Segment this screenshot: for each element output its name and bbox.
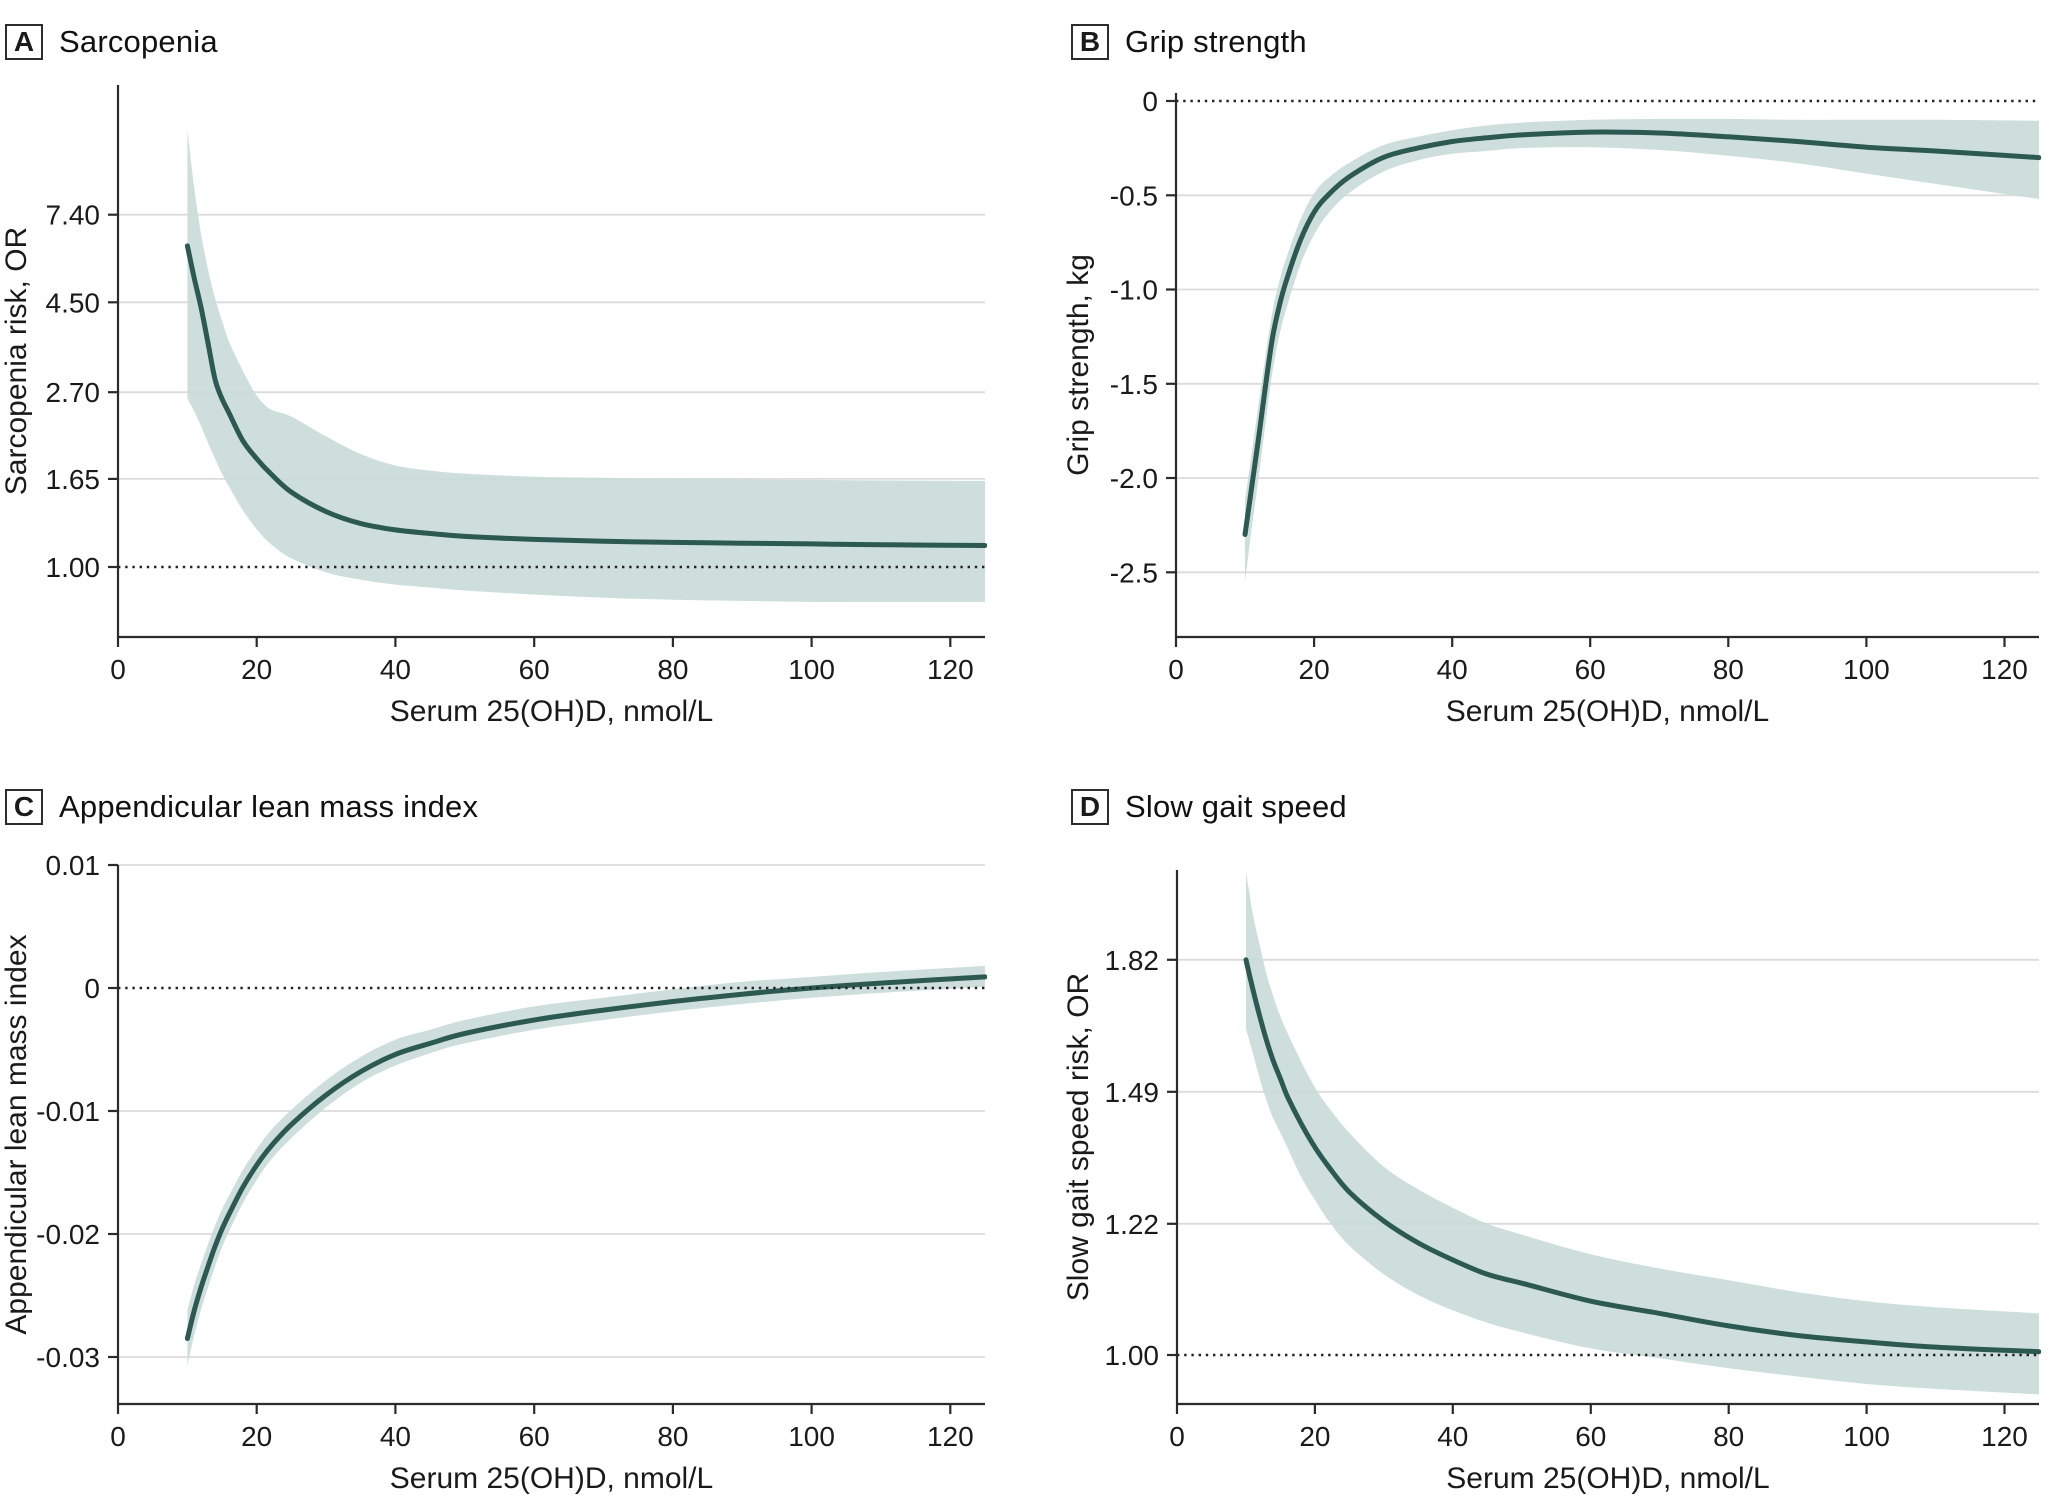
panel-c-letter: C (13, 791, 35, 822)
x-tick-label: 0 (110, 654, 126, 685)
panel-d-letter: D (1079, 791, 1101, 822)
y-tick-label: -2.0 (1110, 463, 1158, 494)
x-tick-label: 40 (1437, 654, 1468, 685)
x-tick-label: 80 (657, 654, 688, 685)
confidence-band (1245, 118, 2039, 582)
y-axis-label: Sarcopenia risk, OR (0, 227, 33, 495)
y-tick-label: 1.00 (1105, 1340, 1160, 1371)
panel-c-header: C Appendicular lean mass index (5, 789, 478, 825)
y-tick-label: -2.5 (1110, 557, 1158, 588)
panel-b-title: Grip strength (1125, 24, 1307, 59)
y-tick-label: -1.0 (1110, 275, 1158, 306)
estimate-curve (1242, 129, 2041, 537)
x-tick-label: 20 (1299, 1421, 1330, 1452)
x-tick-label: 40 (380, 654, 411, 685)
lean-mass-index-chart: 0.01 0 -0.01 -0.02 -0.03 0 20 40 60 80 100 120 Serum… (0, 850, 987, 1495)
panel-grip-strength: B Grip strength 0 -0.5 -1.0 -1.5 -2.0 -2.5 0 20… (1024, 0, 2048, 754)
panel-d-letter-box: D (1071, 789, 1109, 825)
confidence-band (187, 129, 985, 602)
plot-area (1243, 871, 2041, 1395)
y-tick-label: -1.5 (1110, 369, 1158, 400)
x-axis-label: Serum 25(OH)D, nmol/L (1446, 1462, 1769, 1495)
confidence-band (187, 965, 985, 1366)
panel-slow-gait-speed: D Slow gait speed 1.82 1.49 1.22 1.00 0 20 40 6… (1024, 755, 2048, 1509)
x-tick-label: 0 (1169, 1421, 1185, 1452)
x-tick-label: 60 (519, 1421, 550, 1452)
x-axis-label: Serum 25(OH)D, nmol/L (390, 695, 713, 728)
x-tick-label: 100 (1843, 1421, 1890, 1452)
y-tick-label: 4.50 (46, 287, 101, 318)
y-axis-label: Grip strength, kg (1062, 254, 1095, 476)
x-tick-label: 0 (110, 1421, 126, 1452)
plot-area (1242, 118, 2041, 582)
x-tick-label: 100 (788, 1421, 835, 1452)
x-axis-label: Serum 25(OH)D, nmol/L (390, 1462, 713, 1495)
panel-c-letter-box: C (5, 789, 43, 825)
estimate-curve (184, 974, 987, 1341)
y-tick-label: 0 (84, 973, 100, 1004)
x-tick-label: 100 (788, 654, 835, 685)
x-tick-label: 20 (241, 1421, 272, 1452)
x-tick-label: 100 (1843, 654, 1890, 685)
x-tick-label: 40 (380, 1421, 411, 1452)
x-tick-label: 120 (927, 654, 974, 685)
panel-a-letter-box: A (5, 24, 43, 60)
y-tick-label: 0.01 (46, 850, 101, 881)
x-tick-label: 60 (519, 654, 550, 685)
x-tick-label: 20 (1299, 654, 1330, 685)
x-tick-label: 80 (1713, 1421, 1744, 1452)
panel-b-letter: B (1079, 26, 1101, 57)
y-tick-label: 1.49 (1105, 1077, 1160, 1108)
x-tick-label: 120 (1981, 654, 2028, 685)
y-tick-label: 2.70 (46, 377, 101, 408)
y-tick-label: 0 (1142, 86, 1158, 117)
y-tick-label: 7.40 (46, 200, 101, 231)
panel-a-header: A Sarcopenia (5, 24, 218, 60)
panel-b-letter-box: B (1071, 24, 1109, 60)
y-tick-label: 1.00 (46, 552, 101, 583)
y-tick-label: 1.65 (46, 464, 101, 495)
panel-b-header: B Grip strength (1071, 24, 1307, 60)
plot-area (184, 965, 987, 1366)
x-tick-label: 20 (241, 654, 272, 685)
panel-d-header: D Slow gait speed (1071, 789, 1347, 825)
x-tick-label: 80 (657, 1421, 688, 1452)
x-tick-label: 60 (1575, 1421, 1606, 1452)
y-tick-label: -0.01 (36, 1096, 100, 1127)
panel-a-title: Sarcopenia (59, 24, 218, 59)
panel-d-title: Slow gait speed (1125, 789, 1347, 824)
estimate-curve (1243, 957, 2041, 1355)
plot-area (184, 129, 987, 602)
sarcopenia-chart: 7.40 4.50 2.70 1.65 1.00 0 20 40 60 80 100 120 Serum… (0, 85, 987, 728)
estimate-curve (184, 243, 987, 548)
y-tick-label: 1.22 (1105, 1209, 1160, 1240)
y-axis-label: Appendicular lean mass index (0, 934, 33, 1334)
y-tick-label: -0.03 (36, 1342, 100, 1373)
y-tick-label: -0.5 (1110, 180, 1158, 211)
slow-gait-speed-chart: 1.82 1.49 1.22 1.00 0 20 40 60 80 100 120 Serum 25(… (1062, 870, 2041, 1495)
x-axis-label: Serum 25(OH)D, nmol/L (1446, 695, 1769, 728)
panel-lean-mass-index: C Appendicular lean mass index 0.01 0 -0.0… (0, 755, 1024, 1509)
x-tick-label: 120 (927, 1421, 974, 1452)
x-tick-label: 120 (1981, 1421, 2028, 1452)
x-tick-label: 80 (1713, 654, 1744, 685)
y-tick-label: -0.02 (36, 1219, 100, 1250)
panel-sarcopenia: A Sarcopenia 7.40 4.50 2.70 1.65 1.00 0 20 40 60… (0, 0, 1024, 754)
x-tick-label: 0 (1168, 654, 1184, 685)
confidence-band (1246, 871, 2039, 1395)
x-tick-label: 60 (1575, 654, 1606, 685)
y-tick-label: 1.82 (1105, 945, 1160, 976)
grip-strength-chart: 0 -0.5 -1.0 -1.5 -2.0 -2.5 0 20 40 60 80 100 120 Seru… (1062, 86, 2041, 728)
y-axis-label: Slow gait speed risk, OR (1062, 973, 1095, 1301)
panel-a-letter: A (13, 26, 35, 57)
x-tick-label: 40 (1437, 1421, 1468, 1452)
panel-c-title: Appendicular lean mass index (59, 789, 479, 824)
